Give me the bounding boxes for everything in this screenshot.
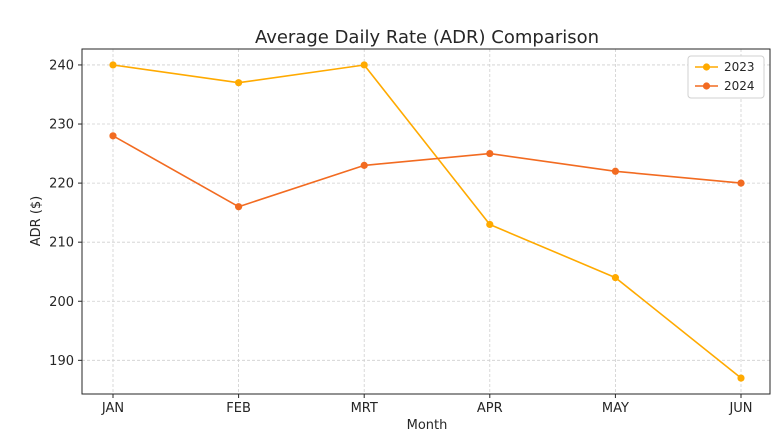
data-point bbox=[611, 274, 620, 282]
series-2024 bbox=[109, 132, 745, 211]
y-tick-label: 200 bbox=[49, 295, 74, 310]
data-point bbox=[360, 61, 368, 69]
grid bbox=[82, 49, 770, 394]
data-point bbox=[109, 61, 117, 69]
x-tick-label: MAY bbox=[602, 401, 629, 416]
x-axis: JAN FEB MRT APR MAY JUN bbox=[101, 394, 753, 416]
series-line bbox=[112, 135, 742, 208]
data-point bbox=[235, 79, 243, 87]
data-point bbox=[611, 167, 620, 175]
y-axis: 190 200 210 220 230 240 bbox=[49, 58, 82, 369]
x-tick-label: MRT bbox=[351, 401, 378, 416]
data-point bbox=[737, 374, 745, 382]
x-tick-label: JAN bbox=[101, 401, 124, 416]
y-tick-label: 210 bbox=[49, 236, 74, 251]
y-tick-label: 220 bbox=[49, 177, 74, 192]
legend-swatch-marker bbox=[702, 82, 711, 90]
chart-title: Average Daily Rate (ADR) Comparison bbox=[255, 27, 599, 48]
series-line bbox=[112, 64, 742, 379]
legend-label: 2024 bbox=[724, 79, 755, 93]
data-point bbox=[737, 179, 745, 187]
x-axis-label: Month bbox=[407, 418, 448, 433]
x-tick-label: FEB bbox=[226, 401, 251, 416]
data-point bbox=[486, 220, 494, 229]
data-point bbox=[360, 161, 368, 169]
legend: 2023 2024 bbox=[687, 55, 765, 99]
legend-label: 2023 bbox=[724, 60, 755, 74]
legend-item: 2024 bbox=[695, 79, 755, 93]
legend-swatch-marker bbox=[702, 63, 711, 71]
y-tick-label: 190 bbox=[49, 354, 74, 369]
plot-frame bbox=[81, 48, 771, 395]
y-tick-label: 240 bbox=[49, 58, 74, 73]
x-tick-label: JUN bbox=[728, 401, 752, 416]
y-axis-label: ADR ($) bbox=[29, 196, 44, 246]
data-point bbox=[235, 203, 243, 211]
data-point bbox=[486, 149, 494, 158]
series-layer bbox=[109, 61, 745, 382]
x-tick-label: APR bbox=[477, 401, 503, 416]
series-2023 bbox=[109, 61, 745, 382]
y-tick-label: 230 bbox=[49, 118, 74, 133]
data-point bbox=[109, 132, 117, 140]
legend-item: 2023 bbox=[695, 60, 755, 74]
